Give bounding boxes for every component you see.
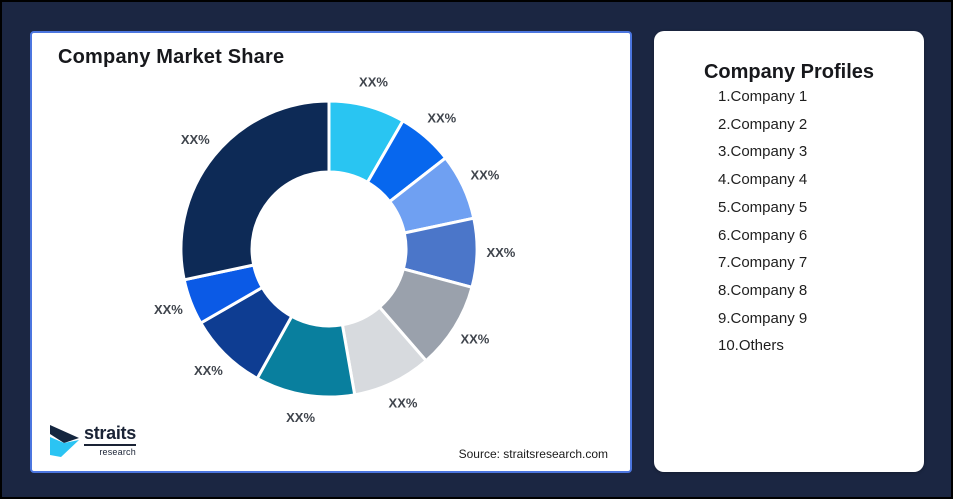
straits-chevron-icon [50, 425, 79, 457]
list-item: 9.Company 9 [718, 309, 808, 327]
logo-brand-text: straits [84, 424, 136, 446]
company-profiles-card: Company Profiles 1.Company 1 2.Company 2 3… [654, 31, 924, 472]
logo-text: straits research [84, 424, 136, 457]
list-item: 6.Company 6 [718, 226, 808, 244]
list-item: 2.Company 2 [718, 115, 808, 133]
straits-research-logo: straits research [50, 424, 136, 458]
logo-subbrand-text: research [99, 447, 136, 457]
slice-label: XX% [194, 363, 223, 378]
list-item: 1.Company 1 [718, 88, 808, 105]
list-item: 10.Others [718, 337, 784, 355]
slice-label: XX% [460, 332, 489, 347]
list-item: 7.Company 7 [718, 254, 808, 272]
donut-chart: XX% XX% XX% XX% XX% XX% XX% XX% XX% XX% [154, 74, 516, 425]
slice-label: XX% [359, 74, 388, 89]
slice-label: XX% [470, 168, 499, 183]
list-item: 5.Company 5 [718, 198, 808, 216]
slice-label: XX% [389, 396, 418, 411]
slice-label: XX% [486, 245, 515, 260]
profiles-title: Company Profiles [703, 61, 875, 83]
chart-title: Company Market Share [58, 46, 285, 68]
slice-label: XX% [286, 410, 315, 425]
list-item: 4.Company 4 [718, 171, 808, 189]
source-attribution: Source: straitsresearch.com [458, 447, 608, 461]
list-item: 3.Company 3 [718, 143, 808, 161]
list-item: 8.Company 8 [718, 281, 808, 299]
donut-segment-others [179, 99, 331, 282]
slice-label: XX% [154, 302, 183, 317]
slice-label: XX% [427, 111, 456, 126]
slice-label: XX% [181, 132, 210, 147]
profiles-list: 1.Company 1 2.Company 2 3.Company 3 4.Compa… [654, 83, 924, 360]
market-share-card: Company Market Share XX% XX% XX% XX% XX% XX% X… [30, 31, 632, 473]
